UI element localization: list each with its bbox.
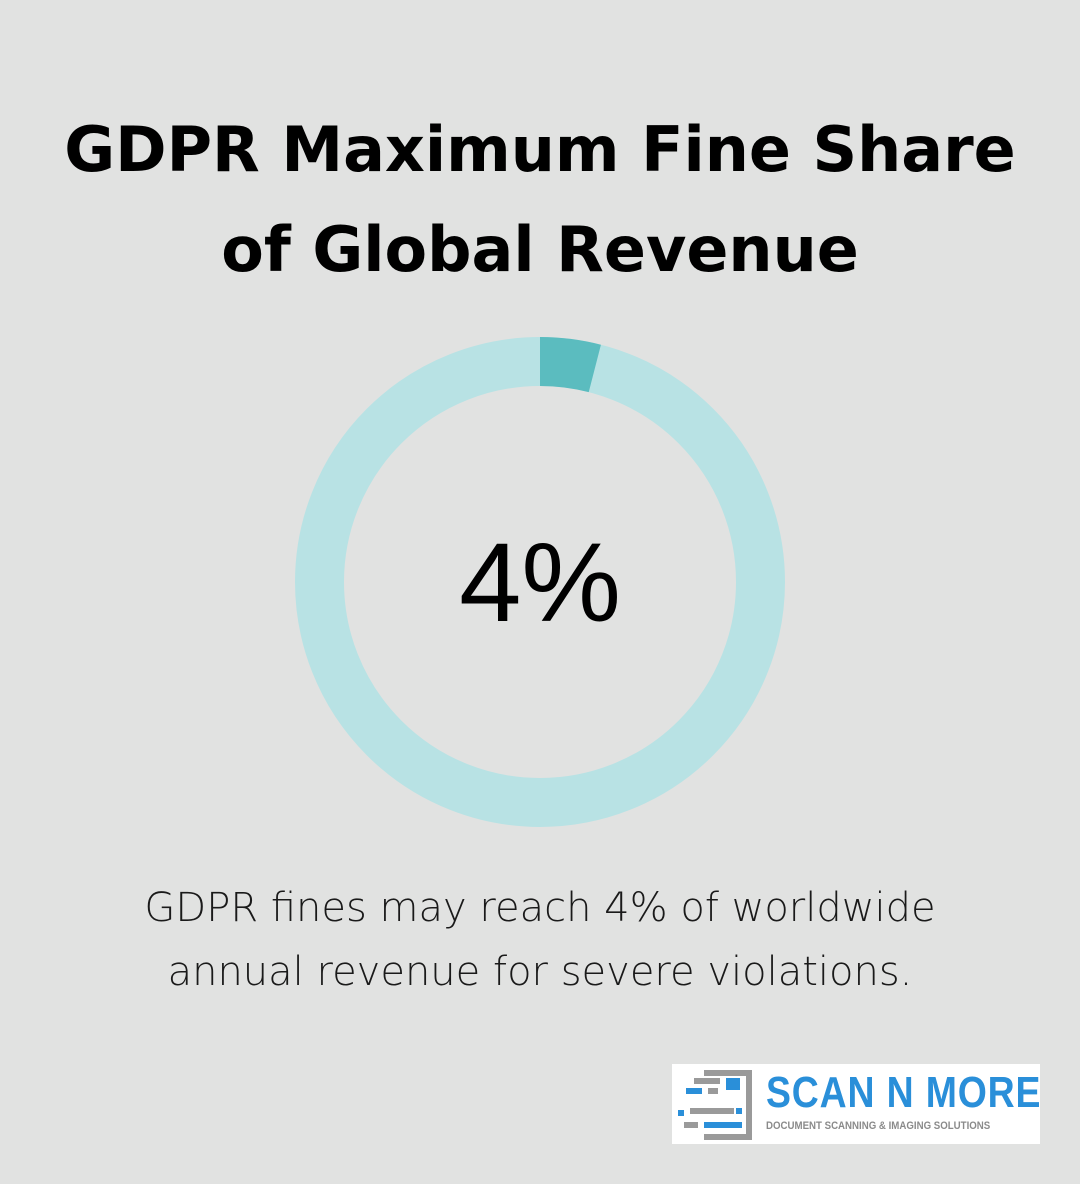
title-line-1: GDPR Maximum Fine Share: [64, 113, 1016, 186]
description: GDPR fines may reach 4% of worldwide ann…: [0, 876, 1080, 1004]
scanner-lines-icon: [678, 1070, 752, 1140]
brand-logo: SCAN N MORE DOCUMENT SCANNING & IMAGING …: [672, 1064, 1040, 1144]
chart-title: GDPR Maximum Fine Share of Global Revenu…: [0, 100, 1080, 300]
logo-wordmark: SCAN N MORE: [766, 1068, 1042, 1117]
donut-chart: [295, 337, 785, 827]
description-line-2: annual revenue for severe violations.: [167, 949, 913, 995]
title-line-2: of Global Revenue: [221, 213, 859, 286]
donut-highlight-segment: [295, 337, 785, 827]
description-line-1: GDPR fines may reach 4% of worldwide: [144, 885, 936, 931]
center-value: 4%: [459, 520, 621, 645]
logo-tagline: DOCUMENT SCANNING & IMAGING SOLUTIONS: [766, 1120, 991, 1132]
